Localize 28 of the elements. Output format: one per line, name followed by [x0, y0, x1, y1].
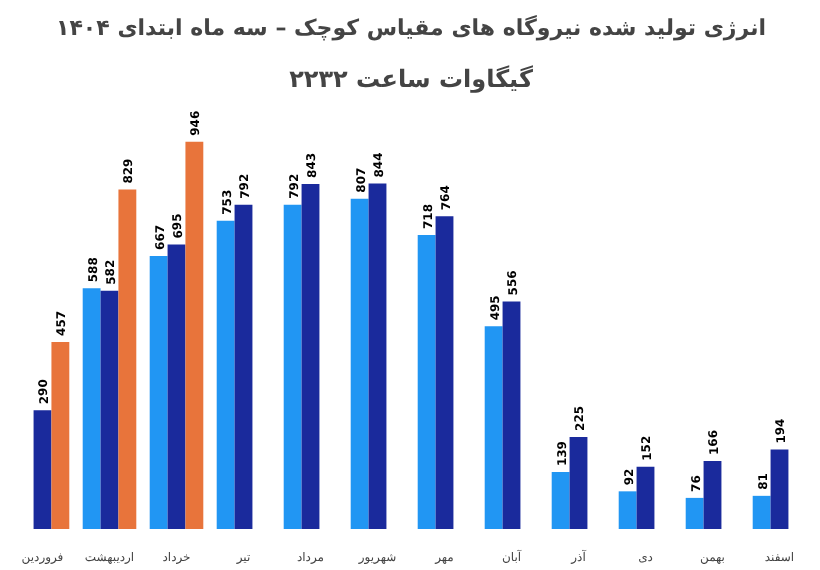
bar: [685, 497, 704, 529]
bar: [350, 198, 369, 529]
bar: [770, 449, 789, 529]
bar: [703, 461, 722, 529]
bar: [118, 189, 137, 529]
bar: [149, 255, 168, 529]
bar: [618, 491, 637, 529]
bar: [100, 290, 119, 529]
bar: [551, 472, 570, 529]
chart-subtitle: ۲۲۳۲ گیگاوات ساعت: [289, 65, 533, 93]
bar: [185, 141, 204, 529]
bar: [234, 204, 253, 529]
bar: [301, 183, 320, 529]
bar: [82, 288, 101, 529]
bar: [216, 220, 235, 529]
chart-title: انرژی تولید شده نیروگاه های مقیاس کوچک – سه ماه ابتدای ۱۴۰۴: [56, 15, 767, 41]
bar: [752, 495, 771, 529]
bar: [283, 204, 302, 529]
bar: [51, 341, 70, 529]
bar: [33, 410, 52, 529]
bar: [368, 183, 387, 529]
bar: [435, 216, 454, 529]
bar: [167, 244, 186, 529]
bar: [417, 235, 436, 529]
bar: [636, 466, 655, 529]
bar: [502, 301, 521, 529]
bar: [569, 436, 588, 529]
bar: [484, 326, 503, 529]
